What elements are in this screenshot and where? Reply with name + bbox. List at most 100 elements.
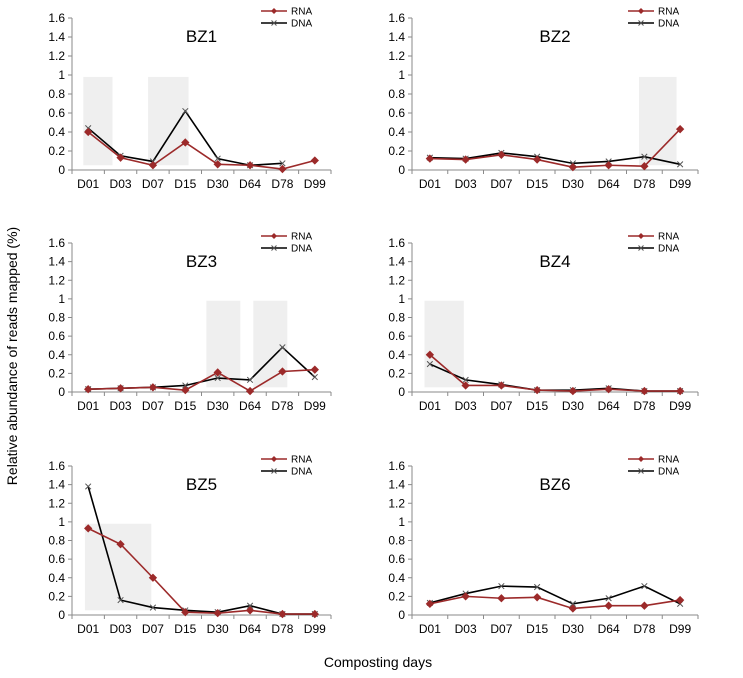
data-point-rna [116, 540, 125, 549]
x-tick-label: D15 [174, 622, 196, 636]
y-tick-label: 1.6 [388, 459, 405, 473]
data-point-rna [84, 127, 93, 137]
panel-title: BZ5 [186, 475, 217, 494]
data-point-rna [568, 162, 578, 172]
chart-panel-bz3: 0 0.2 0.4 0.6 0.8 1 1.2 1.4 1.6 D01 D03 D07 D15 D30 D6… [48, 232, 332, 413]
y-tick-label: 0 [58, 385, 65, 399]
y-tick-label: 0.8 [388, 87, 405, 101]
panel-title: BZ1 [186, 27, 217, 46]
data-point-rna [278, 367, 287, 376]
legend-marker-dna [271, 245, 277, 251]
data-point-rna [148, 383, 158, 392]
x-tick-label: D30 [207, 399, 229, 413]
y-tick-label: 1.4 [48, 478, 65, 492]
data-point-rna [310, 609, 319, 619]
data-point-dna [214, 155, 221, 162]
data-point-rna [213, 368, 222, 377]
chart-panel-bz5: 0 0.2 0.4 0.6 0.8 1 1.2 1.4 1.6 D01 D03 D07 D15 D30 D6… [48, 455, 332, 636]
panel-title: BZ3 [186, 252, 217, 271]
x-tick-label: D15 [526, 622, 548, 636]
y-tick-label: 0.6 [48, 329, 65, 343]
data-point-rna [148, 573, 158, 582]
legend-label-dna: DNA [291, 467, 312, 478]
data-point-rna [532, 385, 542, 395]
legend-label-dna: DNA [658, 19, 679, 30]
series-line-rna [429, 354, 681, 392]
y-tick-label: 1.4 [388, 30, 405, 44]
data-point-dna [214, 374, 221, 382]
chart-panel-bz1: 0 0.2 0.4 0.6 0.8 1 1.2 1.4 1.6 D01 D03 D07 D15 D30 D6… [48, 7, 332, 191]
x-tick-label: D99 [304, 399, 326, 413]
x-tick-label: D78 [633, 399, 655, 413]
x-tick-label: D03 [110, 177, 132, 191]
data-point-dna [85, 483, 92, 490]
x-tick-label: D78 [271, 177, 293, 191]
y-tick-label: 0.8 [48, 87, 65, 101]
legend-marker-rna [638, 233, 644, 239]
x-tick-label: D01 [419, 399, 441, 413]
x-tick-label: D30 [562, 622, 584, 636]
data-point-dna [311, 373, 318, 381]
data-point-rna [181, 138, 190, 147]
highlight-band [148, 76, 189, 166]
y-tick-label: 1.4 [48, 30, 65, 44]
data-point-dna [246, 602, 254, 609]
panel-title: BZ6 [539, 475, 570, 494]
panel-title: BZ2 [539, 27, 570, 46]
x-tick-label: D01 [77, 177, 99, 191]
y-tick-label: 0 [398, 385, 405, 399]
data-point-rna [604, 385, 613, 394]
data-point-rna [497, 150, 506, 159]
legend-label-rna: RNA [291, 7, 312, 18]
x-tick-label: D03 [110, 622, 132, 636]
x-tick-label: D64 [598, 399, 620, 413]
x-tick-label: D01 [77, 399, 99, 413]
x-tick-label: D64 [598, 622, 620, 636]
legend-label-dna: DNA [658, 244, 679, 255]
y-tick-label: 1.6 [48, 11, 65, 25]
data-point-rna [245, 386, 255, 396]
series-line-rna [88, 368, 315, 392]
data-point-rna [461, 381, 470, 390]
x-tick-label: D07 [142, 399, 164, 413]
y-tick-label: 0.2 [48, 144, 65, 158]
series-line-rna [429, 128, 681, 168]
data-point-rna [181, 608, 190, 617]
highlight-band [639, 76, 677, 166]
data-point-dna [676, 161, 684, 168]
panel-title: BZ4 [539, 252, 570, 271]
y-tick-label: 1 [398, 292, 405, 306]
data-point-dna [182, 382, 189, 389]
y-tick-label: 1.6 [48, 236, 65, 250]
y-tick-label: 0.8 [388, 534, 405, 548]
x-tick-label: D01 [419, 622, 441, 636]
y-tick-label: 1.2 [48, 49, 65, 63]
x-tick-label: D03 [455, 399, 477, 413]
y-tick-label: 1 [58, 68, 65, 82]
y-tick-label: 0.4 [48, 571, 65, 585]
y-tick-label: 1 [398, 68, 405, 82]
x-tick-label: D07 [490, 399, 512, 413]
legend-marker-rna [271, 233, 277, 239]
y-tick-label: 0 [398, 608, 405, 622]
data-point-dna [279, 160, 286, 167]
y-tick-label: 0 [398, 163, 405, 177]
legend-marker-dna [638, 20, 644, 26]
x-tick-label: D15 [526, 177, 548, 191]
x-tick-label: D30 [562, 399, 584, 413]
data-point-rna [278, 609, 287, 619]
data-point-rna [116, 153, 125, 162]
highlight-band [424, 300, 464, 388]
data-point-rna [116, 384, 125, 393]
y-tick-label: 1 [58, 515, 65, 529]
legend-marker-dna [638, 468, 644, 474]
legend-marker-rna [638, 8, 644, 14]
x-tick-label: D99 [669, 177, 691, 191]
legend-label-rna: RNA [658, 232, 679, 243]
data-point-rna [675, 595, 685, 605]
y-tick-label: 0.4 [388, 348, 405, 362]
x-tick-label: D78 [271, 399, 293, 413]
data-point-rna [425, 154, 435, 163]
y-tick-label: 0.2 [388, 589, 405, 603]
data-point-rna [461, 592, 470, 601]
